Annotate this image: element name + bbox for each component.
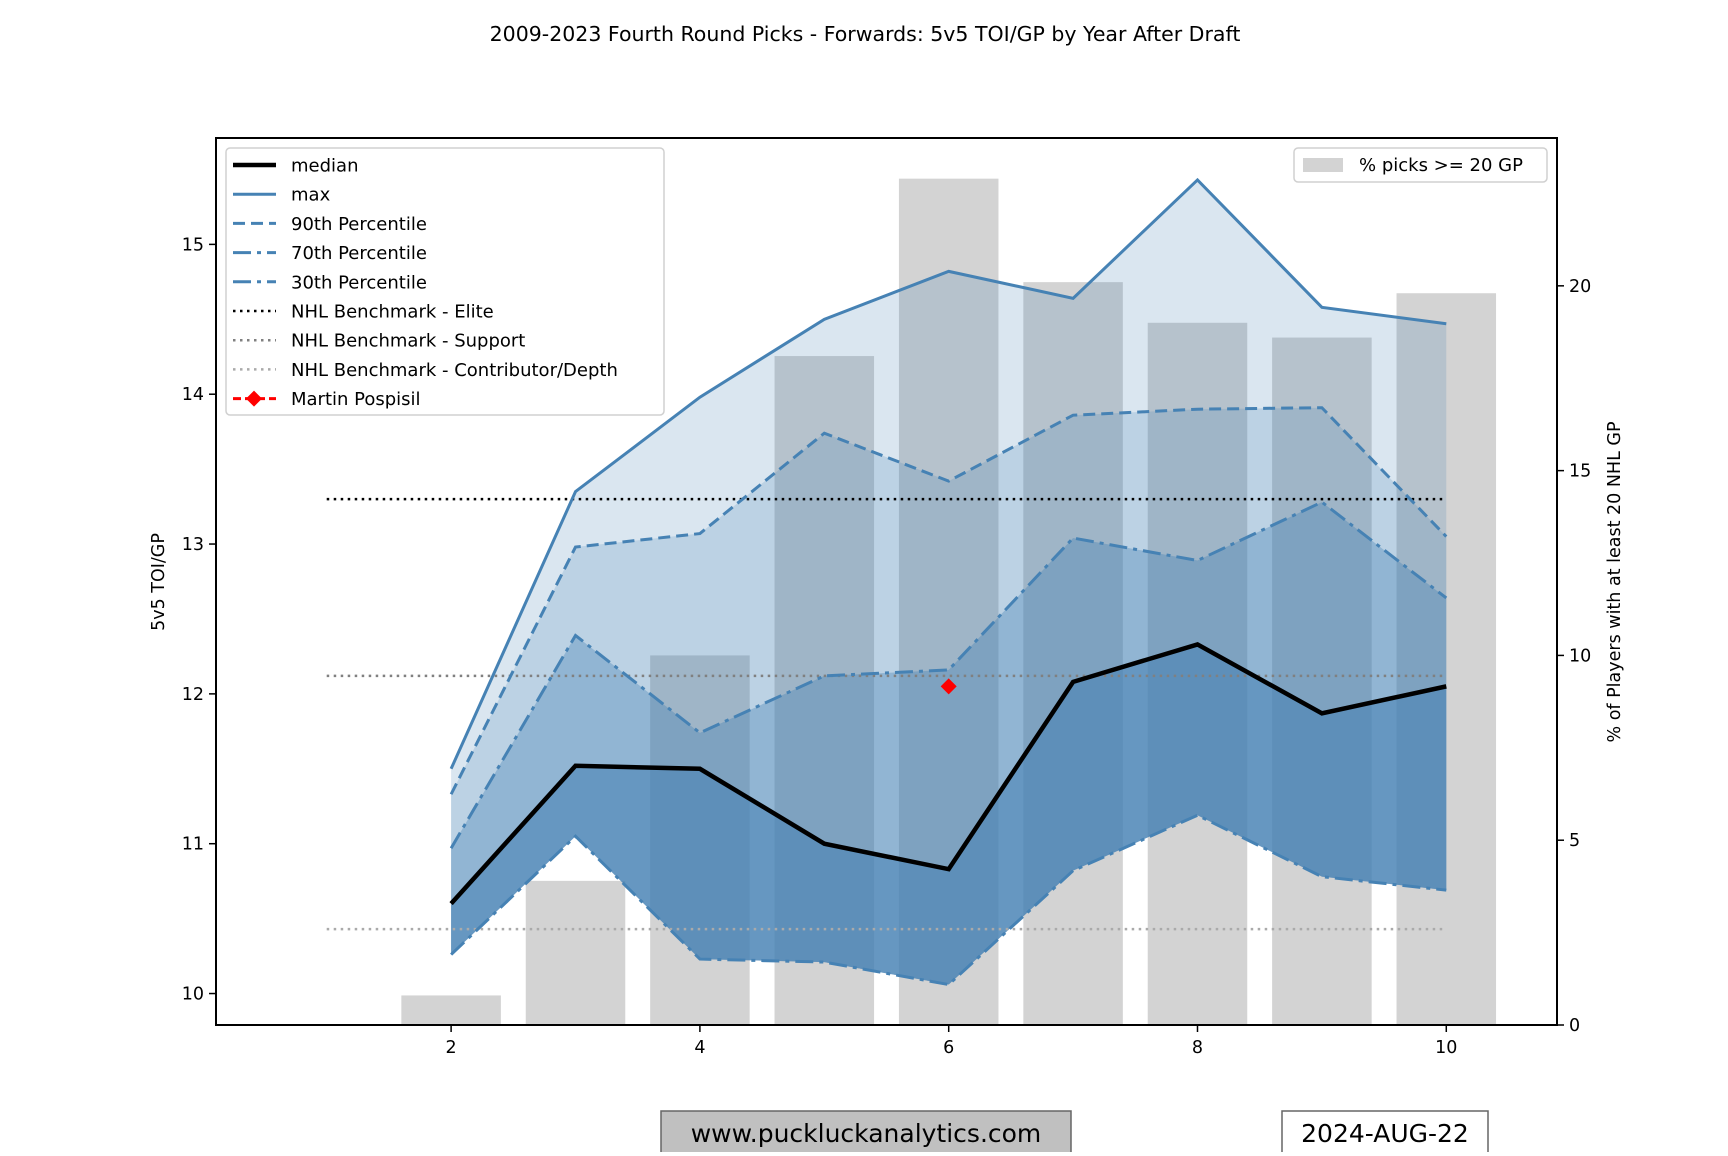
series-line-median [449, 642, 1447, 906]
x-tick-label: 8 [1192, 1038, 1203, 1058]
bar-year-9 [1272, 337, 1372, 1025]
legend-marker-diamond-icon [246, 390, 262, 407]
x-tick-label: 4 [694, 1038, 705, 1058]
legend-label-bars: % picks >= 20 GP [1359, 155, 1523, 176]
y2-tick-label: 15 [1569, 462, 1591, 482]
band-30th-to-median [451, 644, 1447, 985]
player-marker [940, 678, 957, 695]
y-tick-label: 13 [182, 535, 204, 555]
legend-label: 90th Percentile [291, 214, 427, 235]
chart-title: 2009-2023 Fourth Round Picks - Forwards:… [490, 22, 1241, 46]
y-tick-label: 12 [182, 685, 204, 705]
legend-right: % picks >= 20 GP [1293, 147, 1548, 183]
date-badge: 2024-AUG-22 [1281, 1110, 1489, 1156]
x-tick-label: 10 [1435, 1038, 1457, 1058]
date-text: 2024-AUG-22 [1301, 1119, 1469, 1148]
y-tick-label: 14 [182, 385, 204, 405]
y2-tick-label: 5 [1569, 831, 1580, 851]
bar-year-2 [401, 995, 501, 1025]
series-line-70th-percentile [449, 500, 1448, 849]
series-line-30th-percentile [450, 813, 1447, 987]
fills-layer [451, 179, 1447, 985]
bar-year-3 [525, 880, 626, 1025]
series-line-90th-percentile [449, 406, 1448, 795]
x-tick-label: 6 [943, 1038, 954, 1058]
legend-label: median [291, 156, 358, 177]
x-tick-label: 2 [446, 1038, 457, 1058]
legend-label: Martin Pospisil [291, 389, 421, 410]
y2-tick-label: 0 [1569, 1016, 1580, 1036]
legend-label: 30th Percentile [291, 272, 427, 293]
y2-tick-label: 20 [1569, 277, 1591, 297]
legend-label: NHL Benchmark - Support [291, 331, 525, 352]
y-tick-label: 11 [182, 835, 204, 855]
series-line-max [449, 177, 1447, 770]
legend-label: NHL Benchmark - Contributor/Depth [291, 360, 618, 381]
y2-axis-label: % of Players with at least 20 NHL GP [1605, 422, 1625, 743]
y2-tick-label: 10 [1569, 646, 1591, 666]
legend-label: NHL Benchmark - Elite [291, 302, 494, 323]
legend-swatch-bars [1303, 158, 1343, 172]
legend-label: max [291, 185, 331, 206]
plot-frame [215, 137, 1558, 1026]
legend-left: median max 90th Percentile 70th Percentile 3… [225, 147, 665, 416]
y-tick-label: 10 [182, 985, 204, 1005]
axes-layer: 2 4 6 8 10 10 11 12 13 14 15 0 5 10 15 20 [182, 235, 1592, 1058]
lines-layer [326, 177, 1448, 987]
legend-label: 70th Percentile [291, 243, 427, 264]
website-text: www.puckluckanalytics.com [691, 1119, 1042, 1148]
y-tick-label: 15 [182, 235, 204, 255]
bar-year-10 [1396, 293, 1497, 1026]
y-axis-label: 5v5 TOI/GP [149, 533, 169, 631]
website-badge: www.puckluckanalytics.com [660, 1110, 1072, 1156]
